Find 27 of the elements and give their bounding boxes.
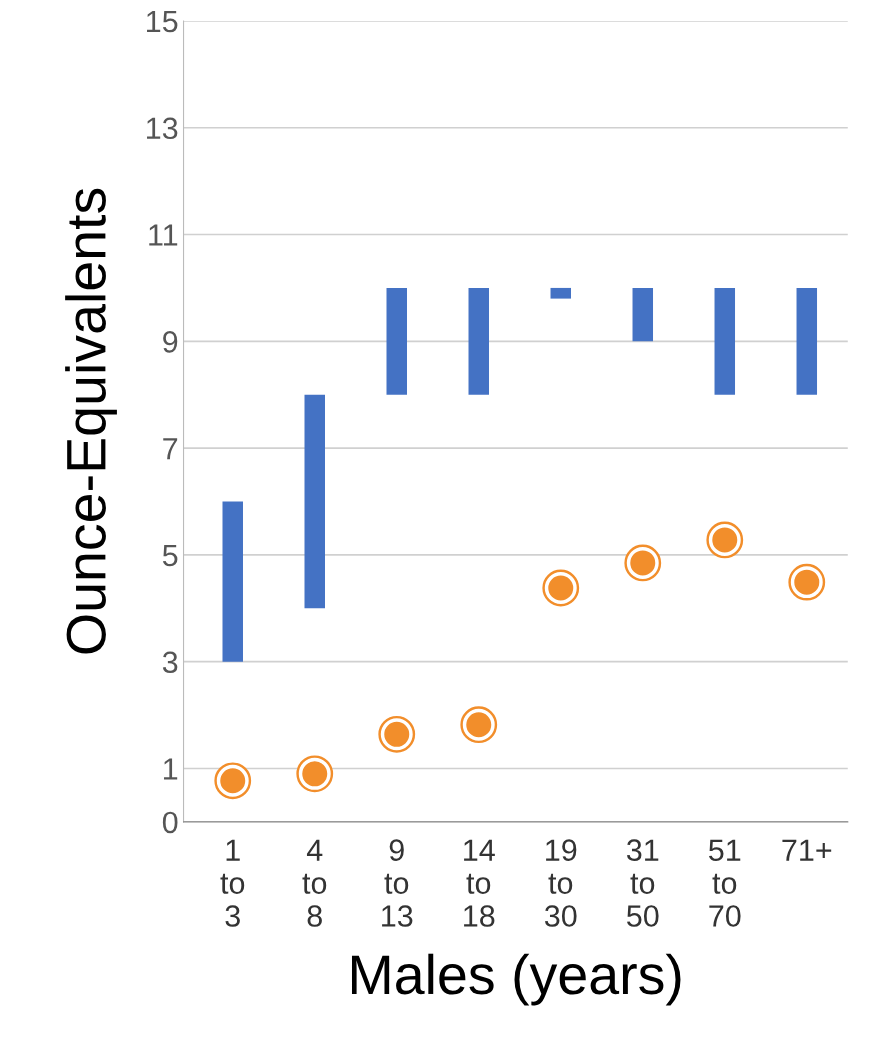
- y-tick-label: 15: [147, 10, 178, 33]
- y-tick-label: 9: [163, 331, 178, 353]
- x-tick-label: 9 to 13: [382, 839, 413, 927]
- y-tick-label: 11: [149, 224, 178, 246]
- bar: [796, 287, 818, 395]
- x-tick-label: 51 to 70: [709, 839, 741, 927]
- y-tick-label: 3: [162, 651, 178, 674]
- bar: [632, 287, 654, 342]
- y-tick-label: 5: [162, 544, 178, 567]
- y-tick-label: 7: [163, 438, 178, 460]
- y-axis-title: Ounce-Equivalents: [65, 188, 117, 654]
- bar: [222, 501, 243, 662]
- bar: [714, 287, 736, 395]
- bar: [468, 287, 490, 395]
- y-tick-label: 13: [147, 117, 178, 140]
- y-tick-label: 1: [164, 758, 178, 780]
- bar: [386, 287, 407, 395]
- x-tick-label: 14 to 18: [464, 839, 495, 927]
- bar: [550, 287, 572, 299]
- x-tick-label: 4 to 8: [302, 839, 327, 927]
- y-tick-label: 0: [162, 811, 178, 834]
- x-tick-label: 71+: [782, 839, 832, 861]
- x-axis-title: Males (years): [351, 953, 681, 1006]
- x-tick-label: 1 to 3: [220, 839, 245, 927]
- bar: [304, 394, 325, 609]
- x-tick-label: 19 to 30: [544, 839, 577, 927]
- x-tick-label: 31 to 50: [626, 839, 659, 927]
